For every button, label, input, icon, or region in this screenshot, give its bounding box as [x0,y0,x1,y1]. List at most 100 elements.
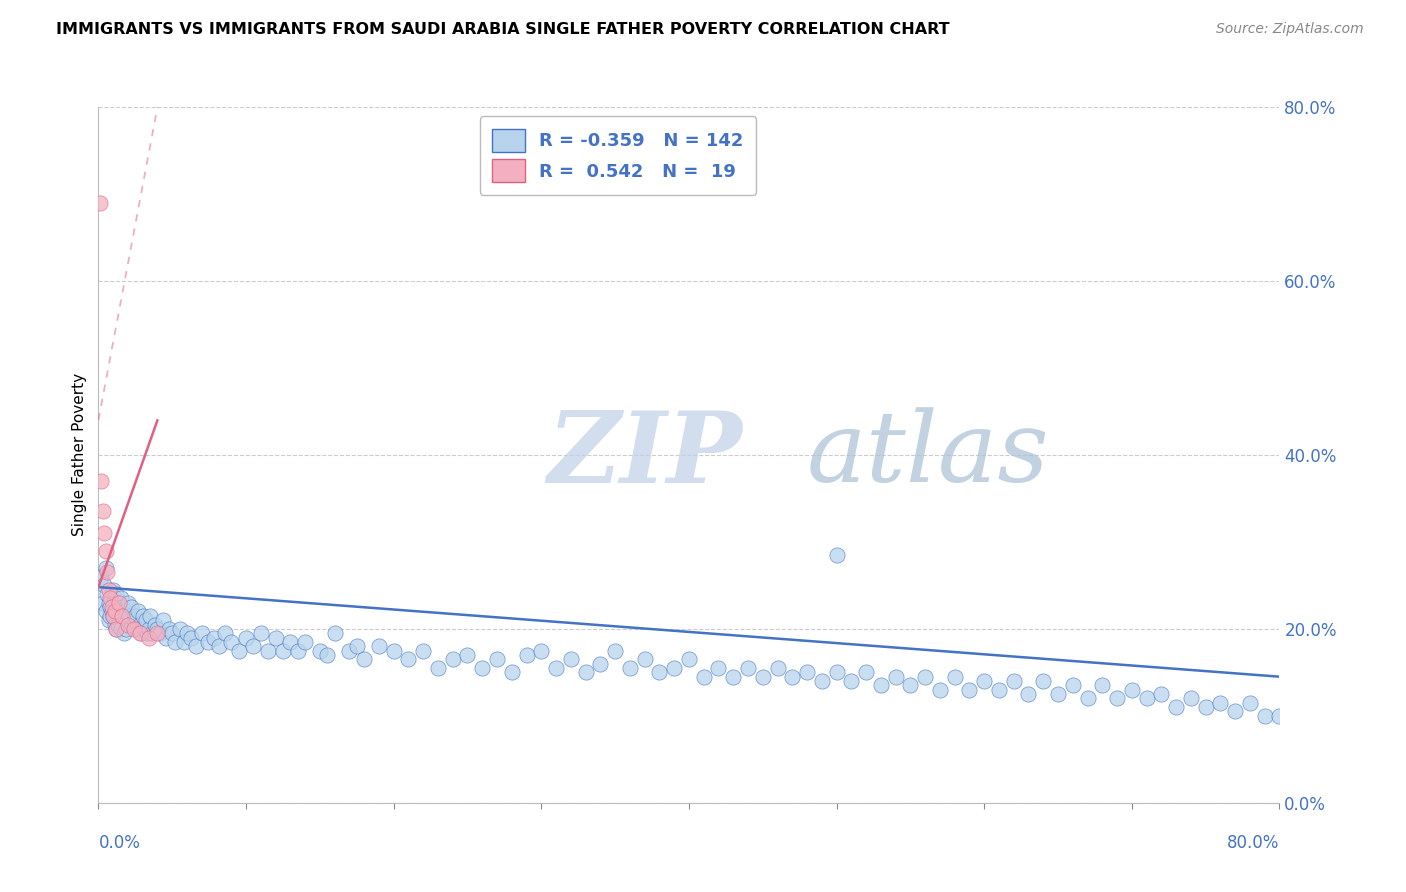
Point [1254,708,1277,723]
Text: 0.0%: 0.0% [98,834,141,852]
Point [90,474,112,488]
Point [605,643,627,657]
Point [810,674,832,689]
Point [574,665,596,680]
Point [104,591,127,606]
Point [427,661,450,675]
Point [530,643,553,657]
Point [441,652,464,666]
Point [782,670,804,684]
Point [316,648,339,662]
Point [128,617,150,632]
Point [121,617,143,632]
Point [111,600,134,615]
Point [751,670,773,684]
Point [104,605,127,619]
Point [1046,687,1069,701]
Point [94,561,117,575]
Point [94,605,117,619]
Point [501,665,523,680]
Point [105,622,128,636]
Point [139,608,162,623]
Point [323,626,346,640]
Point [678,652,700,666]
Point [242,639,264,653]
Point [1002,674,1025,689]
Point [959,682,981,697]
Point [294,635,316,649]
Point [110,591,132,606]
Point [855,665,877,680]
Point [1164,700,1187,714]
Point [110,622,132,636]
Y-axis label: Single Father Poverty: Single Father Poverty [72,374,87,536]
Point [103,608,125,623]
Point [141,626,163,640]
Point [97,613,120,627]
Point [112,626,135,640]
Point [228,643,250,657]
Point [127,605,149,619]
Point [346,639,368,653]
Point [900,678,922,692]
Point [129,626,152,640]
Point [884,670,907,684]
Point [973,674,995,689]
Point [100,605,122,619]
Point [869,678,891,692]
Point [1091,678,1114,692]
Point [114,605,136,619]
Point [486,652,509,666]
Point [471,661,494,675]
Point [219,635,242,649]
Point [987,682,1010,697]
Point [118,608,141,623]
Point [707,661,730,675]
Point [353,652,375,666]
Point [412,643,434,657]
Point [111,608,134,623]
Point [184,639,207,653]
Point [1268,708,1291,723]
Point [91,504,114,518]
Point [271,643,294,657]
Point [125,622,148,636]
Point [91,596,114,610]
Point [155,631,177,645]
Point [257,643,280,657]
Point [1150,687,1173,701]
Point [136,626,159,640]
Point [124,608,146,623]
Point [97,596,120,610]
Point [104,617,127,632]
Point [173,635,195,649]
Point [1062,678,1084,692]
Point [235,631,257,645]
Point [1209,696,1232,710]
Point [589,657,612,671]
Point [146,626,169,640]
Point [117,596,139,610]
Point [456,648,478,662]
Point [135,613,157,627]
Point [796,665,818,680]
Point [1180,691,1202,706]
Point [515,648,537,662]
Point [128,626,150,640]
Point [108,605,131,619]
Point [278,635,302,649]
Point [112,608,135,623]
Point [97,582,120,597]
Point [208,639,231,653]
Point [943,670,966,684]
Point [1195,700,1218,714]
Point [98,600,121,615]
Point [93,526,115,541]
Point [138,631,160,645]
Text: atlas: atlas [807,408,1050,502]
Point [368,639,391,653]
Point [103,608,125,623]
Point [841,674,863,689]
Point [1105,691,1128,706]
Point [90,570,112,584]
